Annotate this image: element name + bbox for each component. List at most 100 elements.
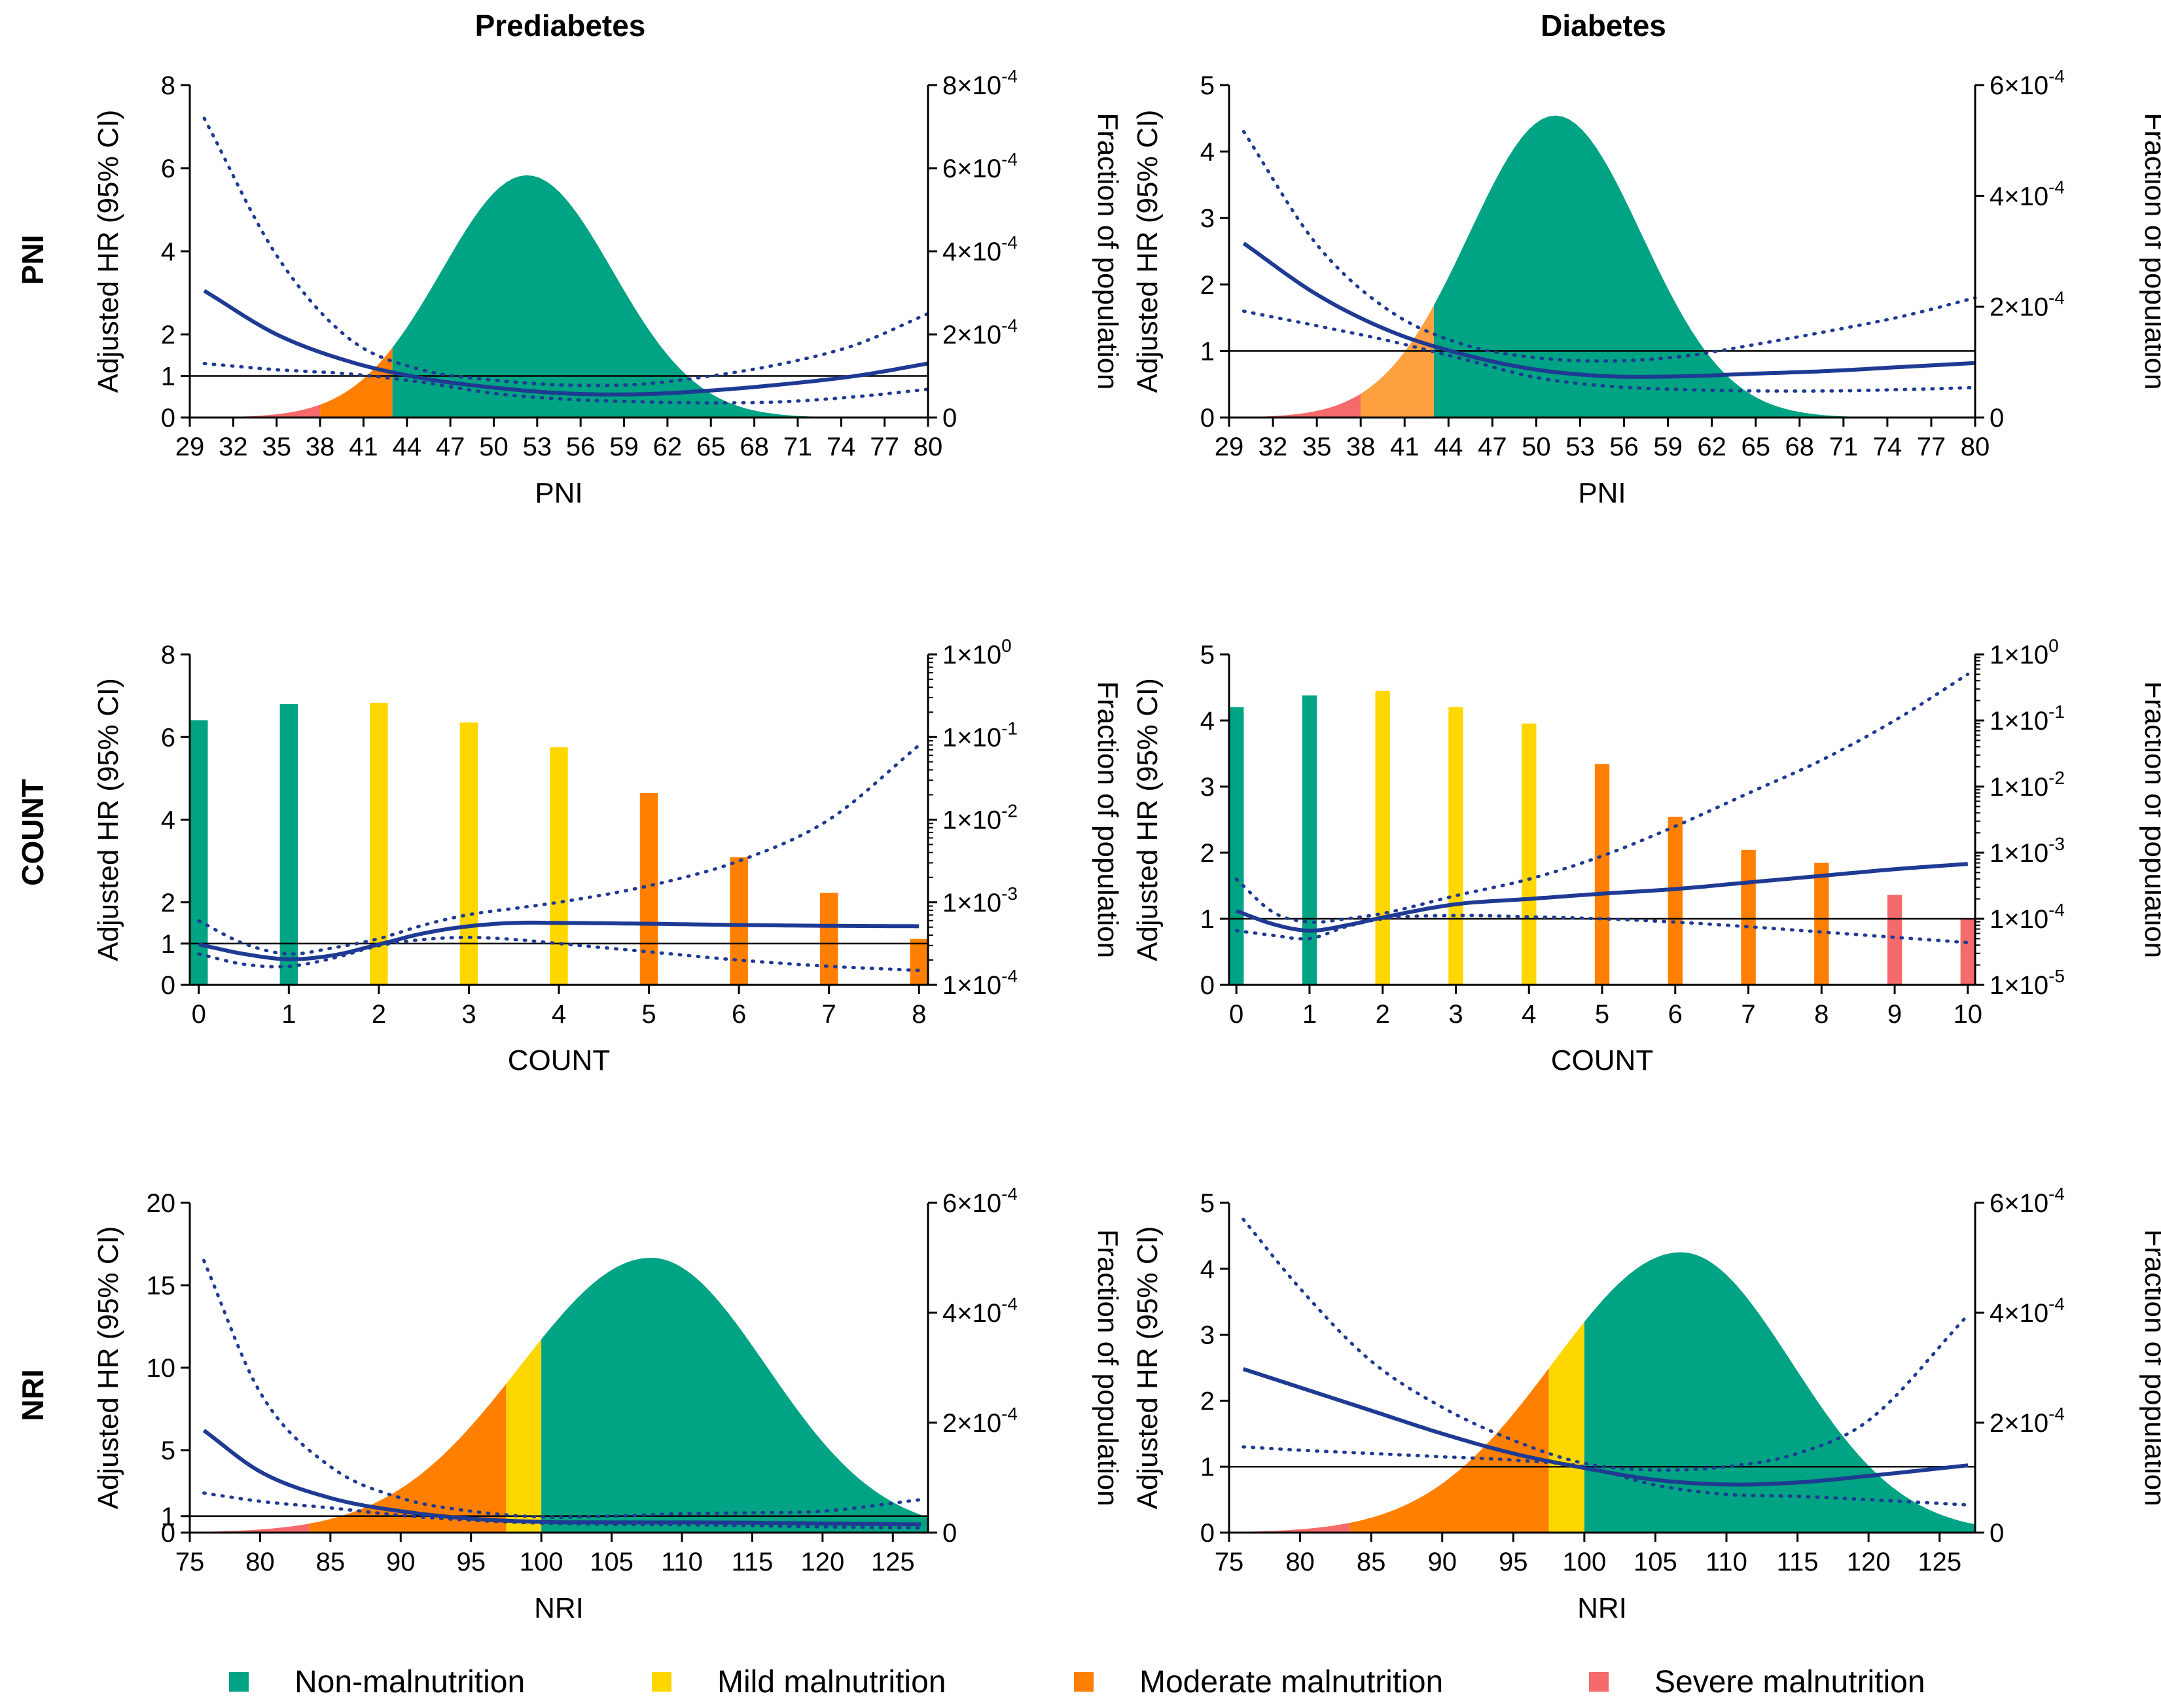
y2-axis-title: Fraction of population [2139,113,2161,389]
area-mild-2 [1548,1322,1584,1533]
bar-2 [1375,690,1390,985]
bar-8 [910,938,928,985]
bar-10 [1960,919,1975,985]
area-moderate_light-1 [1361,305,1434,418]
y2-tick-label-0: 0 [942,404,957,433]
x-tick-label-47: 47 [436,433,465,461]
y-tick-label-2: 2 [161,889,175,917]
legend: Non-malnutrition Mild malnutrition Moder… [0,1662,2161,1701]
y-tick-label-10: 10 [147,1354,176,1383]
x-tick-label-59: 59 [609,433,639,461]
y2-tick-label-3: 1×10-2 [1990,768,2065,802]
panel-count_prediabetes: 0 1 2 3 4 5 6 7 8 0 1 2 4 6 8 1×10-4 1×10-3 1×10-2 1×10-1 1… [92,635,1124,1076]
ci-lower-curve [197,935,921,972]
y-tick-label-5: 5 [1200,71,1215,100]
x-tick-label-90: 90 [386,1548,416,1576]
x-tick-label-65: 65 [696,433,726,461]
hr-curve [202,1429,921,1527]
x-tick-label-77: 77 [870,433,899,461]
y2-tick-label-1: 2×10-4 [942,1404,1018,1438]
area-non-3 [541,1258,928,1533]
area-moderate-1 [309,1383,507,1533]
legend-label-moderate: Moderate malnutrition [1139,1664,1444,1699]
panel-count_diabetes: 0 1 2 3 4 5 6 7 8 9 10 0 1 2 3 4 5 1×10-5 1×10-4 1×10-3 1×10… [1132,635,2161,1076]
bar-9 [1887,895,1902,985]
y2-tick-label-3: 6×10-4 [1990,1184,2065,1218]
y2-axis-title: Fraction of population [1092,1229,1124,1506]
x-tick-label-59: 59 [1653,433,1683,461]
y-tick-label-3: 3 [1200,204,1215,233]
y2-axis-title: Fraction of population [2139,1229,2161,1506]
panel-nri_prediabetes: 75 80 85 90 95 100 105 110 115 120 12501510152002×… [92,1184,1124,1624]
x-tick-label-35: 35 [1302,433,1332,461]
x-tick-label-7: 7 [822,1000,836,1029]
x-tick-label-29: 29 [175,433,205,461]
y2-tick-label-0: 0 [1990,1519,2004,1548]
y-tick-label-2: 2 [161,321,175,349]
y-axis-title: Adjusted HR (95% CI) [1132,1226,1164,1510]
y-axis-title: Adjusted HR (95% CI) [92,110,124,393]
area-severe-0 [190,1523,310,1533]
x-tick-label-85: 85 [316,1548,346,1576]
x-axis-title: NRI [534,1592,584,1624]
x-tick-label-110: 110 [661,1548,703,1576]
y-tick-label-3: 3 [1200,1321,1215,1350]
y-tick-label-3: 3 [1200,773,1215,802]
x-tick-label-56: 56 [566,433,596,461]
x-axis-title: PNI [535,477,582,509]
legend-item-moderate: Moderate malnutrition [1074,1662,1443,1701]
bar-5 [639,792,658,985]
y-tick-label-5: 5 [1200,1189,1215,1218]
y2-tick-label-2: 4×10-4 [942,1294,1018,1328]
x-tick-label-0: 0 [1229,1000,1243,1029]
bar-7 [1741,849,1756,985]
y-tick-label-8: 8 [161,641,175,669]
y2-axis-title: Fraction of population [1092,113,1124,389]
bar-7 [819,893,838,985]
ci-lower-curve [202,362,930,405]
x-tick-label-125: 125 [1918,1548,1961,1576]
y-tick-label-6: 6 [161,723,175,752]
panel-pni_diabetes: 29 32 35 38 41 44 47 50 53 56 59 62 65 68 71 74 77 800123… [1132,66,2161,509]
bar-1 [1302,695,1317,985]
y-tick-label-0: 0 [1200,971,1215,1000]
y-tick-label-2: 2 [1200,1387,1215,1415]
x-tick-label-105: 105 [590,1548,634,1576]
bar-0 [190,720,208,985]
y2-tick-label-2: 1×10-3 [1990,834,2065,868]
y-tick-label-1: 1 [161,1503,175,1531]
x-tick-label-100: 100 [520,1548,563,1576]
x-tick-label-65: 65 [1741,433,1770,461]
x-tick-label-115: 115 [1777,1548,1819,1576]
y-tick-label-4: 4 [161,806,175,835]
x-tick-label-80: 80 [1285,1548,1315,1576]
x-tick-label-80: 80 [245,1548,275,1576]
y2-axis-title: Fraction of population [1092,681,1124,958]
y-tick-label-15: 15 [147,1272,176,1300]
y-tick-label-4: 4 [1200,1255,1215,1284]
x-tick-label-32: 32 [1259,433,1288,461]
y-tick-label-4: 4 [161,238,175,266]
area-severe-0 [1229,393,1361,418]
y2-tick-label-3: 1×10-1 [942,718,1018,752]
y2-tick-label-0: 0 [942,1519,957,1548]
x-tick-label-75: 75 [1215,1548,1244,1576]
hr-curve [203,289,929,397]
bar-3 [1448,707,1463,985]
ci-upper-curve [1241,1217,1970,1472]
hr-curve [1242,1367,1969,1487]
y2-tick-label-3: 6×10-4 [1990,66,2065,100]
x-tick-label-120: 120 [800,1548,844,1576]
area-non-3 [1584,1252,1975,1533]
legend-label-severe: Severe malnutrition [1654,1664,1925,1699]
area-moderate-1 [320,347,393,418]
y2-tick-label-1: 2×10-4 [942,315,1018,349]
x-tick-label-90: 90 [1427,1548,1457,1576]
x-tick-label-62: 62 [653,433,683,461]
legend-label-mild: Mild malnutrition [717,1664,946,1699]
x-tick-label-74: 74 [1873,433,1902,461]
x-axis-title: COUNT [508,1044,610,1076]
x-axis-title: NRI [1577,1592,1627,1624]
y-axis-title: Adjusted HR (95% CI) [1132,110,1164,393]
y-tick-label-5: 5 [161,1436,175,1465]
